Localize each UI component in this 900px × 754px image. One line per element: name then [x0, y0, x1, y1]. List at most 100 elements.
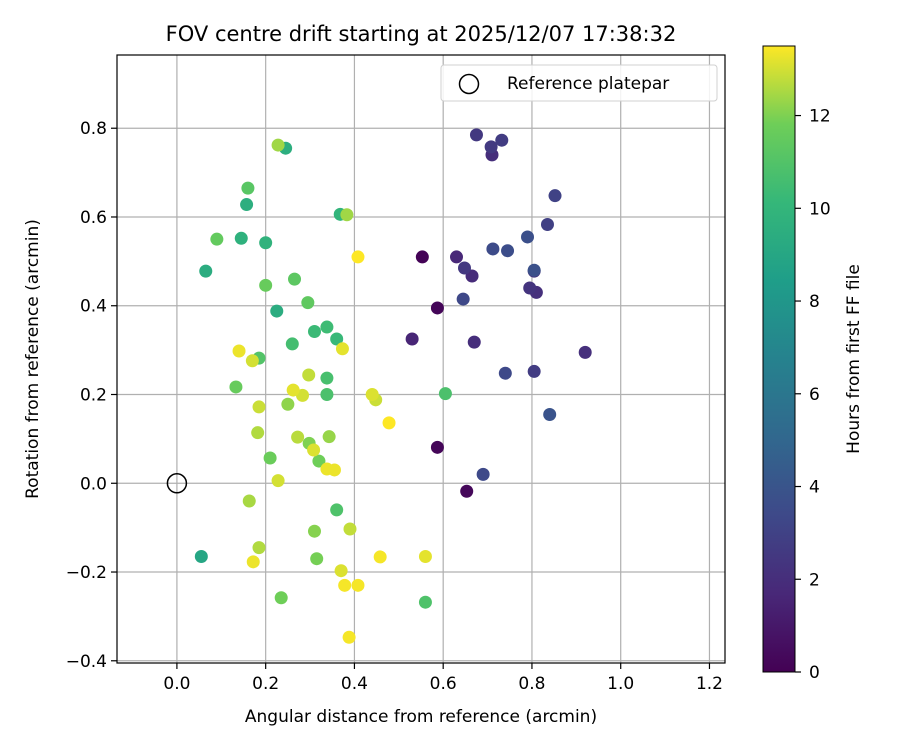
data-point — [310, 552, 324, 566]
data-point — [240, 198, 254, 212]
y-tick-label: 0.4 — [80, 297, 107, 317]
data-point — [543, 407, 557, 421]
data-point — [312, 454, 326, 468]
data-point — [234, 231, 248, 245]
data-point — [430, 301, 444, 315]
data-point — [495, 133, 509, 147]
colorbar-label: Hours from first FF file — [844, 264, 864, 454]
data-point — [330, 332, 344, 346]
colorbar-ticks: 0 2 4 6 8 10 12 — [795, 107, 831, 683]
x-tick-label: 0.6 — [430, 674, 457, 694]
data-point — [405, 332, 419, 346]
data-point — [351, 250, 365, 264]
data-point — [263, 451, 277, 465]
x-tick-label: 0.0 — [163, 674, 190, 694]
data-point — [285, 337, 299, 351]
data-point — [246, 555, 260, 569]
data-point — [415, 250, 429, 264]
data-point — [274, 591, 288, 605]
data-point — [540, 218, 554, 232]
data-point — [307, 443, 321, 457]
data-points — [194, 128, 592, 644]
data-point — [338, 578, 352, 592]
colorbar-tick-label: 4 — [809, 478, 820, 498]
legend: Reference platepar — [440, 64, 718, 102]
x-tick-label: 0.2 — [252, 674, 279, 694]
data-point — [486, 242, 500, 256]
data-point — [467, 335, 481, 349]
reference-platepar-marker — [166, 473, 188, 494]
data-point — [241, 181, 255, 195]
data-point — [302, 368, 316, 382]
data-point — [330, 503, 344, 517]
legend-box — [440, 64, 718, 102]
data-point — [430, 440, 444, 454]
data-point — [418, 549, 432, 563]
colorbar-tick-label: 6 — [809, 385, 820, 405]
data-point — [271, 474, 285, 488]
data-point — [251, 426, 265, 440]
x-tick-label: 1.2 — [696, 674, 723, 694]
colorbar-tick-label: 2 — [809, 570, 820, 590]
chart-title: FOV centre drift starting at 2025/12/07 … — [166, 22, 677, 46]
data-point — [527, 364, 541, 378]
data-point — [242, 494, 256, 508]
x-axis-label: Angular distance from reference (arcmin) — [245, 707, 597, 727]
data-point — [259, 278, 273, 292]
y-tick-label: 0.8 — [80, 119, 107, 139]
data-point — [252, 400, 266, 414]
data-point — [484, 140, 498, 154]
colorbar-tick-label: 8 — [809, 292, 820, 312]
data-point — [259, 236, 273, 250]
data-point — [340, 208, 354, 222]
y-tick-label: −0.2 — [66, 563, 107, 583]
y-tick-label: 0.6 — [80, 208, 107, 228]
data-point — [281, 397, 295, 411]
data-point — [288, 272, 302, 286]
data-point — [521, 230, 535, 244]
data-point — [199, 264, 213, 278]
data-point — [498, 366, 512, 380]
y-tick-label: 0.0 — [80, 474, 107, 494]
y-axis-label: Rotation from reference (arcmin) — [23, 219, 43, 499]
data-point — [457, 261, 471, 275]
data-point — [548, 189, 562, 203]
data-point — [351, 578, 365, 592]
colorbar — [762, 45, 796, 673]
plot-frame — [116, 54, 726, 664]
data-point — [342, 630, 356, 644]
colorbar-tick-label: 12 — [809, 107, 831, 127]
data-point — [476, 467, 490, 481]
data-point — [523, 281, 537, 295]
data-point — [327, 463, 341, 477]
data-point — [343, 522, 357, 536]
grid-lines — [117, 55, 725, 663]
data-point — [450, 250, 464, 264]
data-point — [270, 304, 284, 318]
data-point — [373, 550, 387, 564]
x-tick-label: 0.4 — [341, 674, 368, 694]
data-point — [527, 263, 541, 277]
data-point — [418, 595, 432, 609]
data-point — [301, 296, 315, 310]
y-axis-ticks: −0.4 −0.2 0.0 0.2 0.4 0.6 0.8 — [66, 119, 117, 672]
x-tick-label: 0.8 — [518, 674, 545, 694]
x-axis-ticks: 0.0 0.2 0.4 0.6 0.8 1.0 1.2 — [163, 663, 723, 694]
data-point — [307, 324, 321, 338]
data-point — [286, 383, 300, 397]
colorbar-tick-label: 0 — [809, 663, 820, 683]
x-tick-label: 1.0 — [607, 674, 634, 694]
data-point — [271, 138, 285, 152]
legend-marker — [458, 73, 480, 95]
data-point — [320, 388, 334, 402]
data-point — [291, 430, 305, 444]
data-point — [501, 244, 515, 258]
data-point — [335, 342, 349, 356]
data-point — [320, 371, 334, 385]
data-point — [334, 564, 348, 578]
y-tick-label: −0.4 — [66, 652, 107, 672]
data-point — [232, 344, 246, 358]
data-point — [194, 549, 208, 563]
data-point — [365, 388, 379, 402]
